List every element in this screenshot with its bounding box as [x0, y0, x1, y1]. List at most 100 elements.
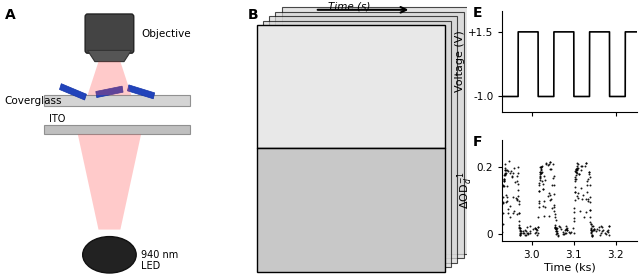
Point [596, 224, 606, 228]
Point [551, 228, 561, 233]
Point [582, 179, 592, 183]
Point [533, 205, 543, 209]
Point [583, 196, 593, 201]
Point [585, 199, 595, 204]
Bar [127, 85, 155, 99]
Point [538, 187, 548, 192]
Point [569, 206, 579, 210]
Point [559, 232, 570, 236]
Point [577, 197, 587, 201]
Point [582, 198, 593, 203]
Point [595, 225, 605, 229]
Point [508, 171, 518, 176]
FancyBboxPatch shape [85, 14, 134, 53]
Bar [263, 21, 451, 267]
Point [528, 227, 538, 231]
Point [515, 226, 525, 230]
Point [513, 202, 524, 206]
Point [561, 227, 571, 231]
Point [520, 233, 530, 238]
Point [572, 168, 582, 172]
Point [536, 167, 546, 172]
Point [585, 208, 595, 213]
Point [546, 197, 556, 201]
Point [604, 223, 614, 228]
Point [600, 232, 611, 236]
Point [500, 162, 510, 167]
Point [543, 163, 554, 167]
Point [586, 226, 596, 230]
Point [533, 231, 543, 235]
Point [572, 194, 582, 198]
Point [536, 164, 547, 169]
Point [513, 199, 524, 203]
Point [518, 230, 528, 235]
Point [502, 199, 512, 204]
Point [584, 172, 594, 177]
Point [503, 211, 513, 215]
Point [533, 225, 543, 229]
Point [510, 179, 520, 184]
Bar [44, 95, 189, 106]
Point [573, 190, 584, 195]
Point [513, 188, 523, 193]
Point [569, 216, 579, 220]
Point [500, 167, 511, 172]
Point [503, 169, 513, 174]
Point [572, 160, 582, 165]
Point [498, 200, 508, 204]
Point [513, 171, 524, 176]
Point [571, 172, 581, 177]
Point [534, 189, 544, 193]
Bar [269, 16, 458, 263]
Point [519, 231, 529, 235]
Point [536, 171, 547, 175]
Point [586, 220, 596, 225]
Point [571, 167, 581, 172]
Point [504, 204, 515, 208]
Point [598, 227, 609, 232]
Point [531, 230, 541, 234]
Point [540, 178, 550, 183]
Point [589, 228, 599, 233]
Point [549, 183, 559, 187]
Point [544, 214, 554, 219]
Point [580, 197, 591, 201]
Point [585, 207, 595, 212]
Point [538, 182, 548, 186]
Point [509, 208, 519, 213]
Point [588, 228, 598, 232]
Point [499, 183, 509, 188]
Point [536, 165, 547, 169]
Point [572, 171, 582, 175]
Point [585, 215, 595, 220]
Point [534, 172, 545, 177]
Text: F: F [473, 135, 483, 149]
Point [535, 175, 545, 180]
Point [535, 165, 545, 169]
Point [566, 230, 576, 234]
Point [570, 177, 580, 182]
Point [532, 233, 543, 237]
Point [561, 226, 571, 231]
Point [543, 194, 554, 198]
Y-axis label: $\Delta$OD$_d^{-1}$: $\Delta$OD$_d^{-1}$ [456, 172, 476, 209]
Point [561, 231, 571, 235]
Point [504, 159, 514, 163]
Point [573, 195, 583, 200]
Point [550, 227, 561, 232]
Point [551, 231, 561, 236]
Point [536, 179, 547, 183]
Point [523, 232, 533, 237]
Point [512, 197, 522, 201]
Point [497, 230, 508, 235]
Point [497, 211, 508, 215]
Point [569, 210, 579, 214]
Point [517, 228, 527, 233]
Point [500, 172, 510, 177]
Point [500, 171, 510, 176]
Point [592, 227, 602, 232]
X-axis label: Time (ks): Time (ks) [544, 263, 595, 273]
Point [538, 170, 548, 174]
Bar [44, 125, 189, 134]
